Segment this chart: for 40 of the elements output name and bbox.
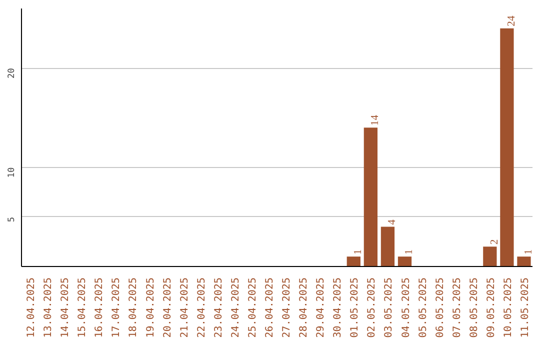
data-label: 4 [387, 218, 398, 225]
x-tick-label: 14.04.2025 [60, 277, 72, 338]
x-tick-label: 12.04.2025 [26, 277, 38, 338]
x-tick-label: 11.05.2025 [520, 277, 531, 338]
x-tick-label: 17.04.2025 [111, 277, 122, 338]
x-tick-label: 16.04.2025 [94, 277, 106, 338]
x-tick-label: 28.04.2025 [298, 277, 310, 338]
x-tick-label: 22.04.2025 [196, 277, 208, 338]
x-tick-label: 01.05.2025 [350, 277, 361, 338]
x-tick-label: 13.04.2025 [43, 277, 54, 338]
x-tick-label: 04.05.2025 [400, 277, 412, 338]
data-label: 14 [370, 114, 382, 126]
x-tick-label: 03.05.2025 [384, 277, 395, 338]
data-label: 1 [353, 249, 364, 255]
data-label: 24 [506, 15, 518, 26]
x-tick-label: 07.05.2025 [452, 277, 463, 338]
x-tick-label: 10.05.2025 [502, 277, 514, 338]
x-tick-label: 21.04.2025 [179, 277, 190, 338]
x-tick-label: 06.05.2025 [434, 277, 446, 338]
data-label: 1 [404, 249, 416, 255]
x-tick-label: 30.04.2025 [332, 277, 344, 338]
data-label: 1 [523, 249, 534, 255]
x-tick-label: 25.04.2025 [247, 277, 258, 338]
x-tick-label: 23.04.2025 [213, 277, 224, 338]
x-tick-label: 19.04.2025 [145, 277, 156, 338]
x-tick-label: 20.04.2025 [162, 277, 174, 338]
x-tick-label: 09.05.2025 [486, 277, 497, 338]
x-tick-label: 24.04.2025 [230, 277, 242, 338]
y-tick-label: 10 [7, 167, 17, 178]
x-tick-label: 27.04.2025 [282, 277, 293, 338]
x-tick-label: 08.05.2025 [468, 277, 480, 338]
x-tick-label: 02.05.2025 [366, 277, 378, 338]
data-label: 2 [489, 239, 500, 245]
x-tick-label: 18.04.2025 [128, 277, 140, 338]
x-tick-label: 29.04.2025 [316, 277, 327, 338]
y-tick-label: 5 [7, 216, 17, 222]
x-tick-label: 26.04.2025 [264, 277, 276, 338]
x-tick-label: 05.05.2025 [418, 277, 429, 338]
y-tick-label: 20 [7, 68, 17, 78]
x-tick-label: 15.04.2025 [77, 277, 88, 338]
